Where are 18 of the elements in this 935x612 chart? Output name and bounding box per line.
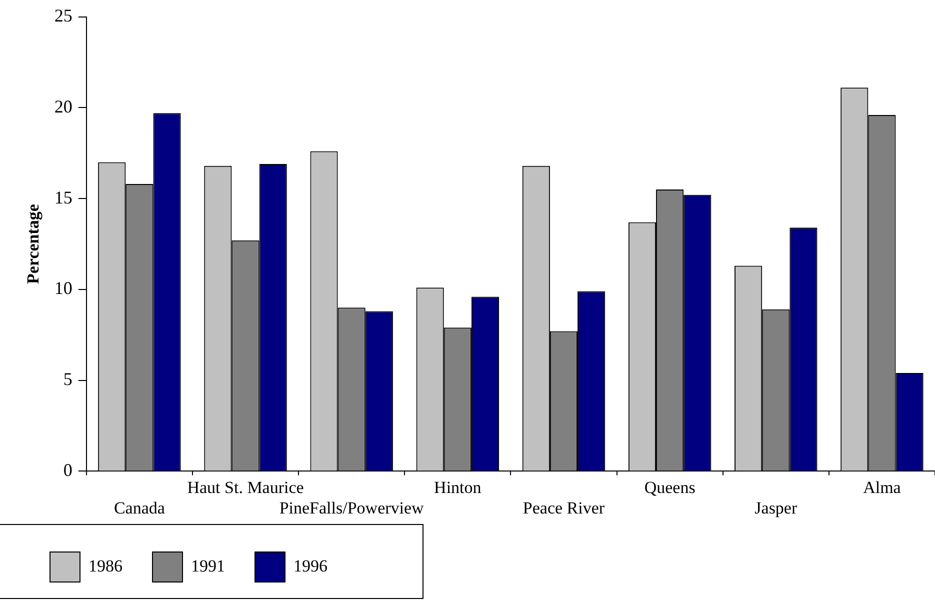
- legend-label: 1991: [191, 556, 225, 576]
- x-tick-label: Canada: [114, 498, 166, 518]
- y-tick-label: 5: [63, 369, 72, 390]
- y-tick-label: 0: [63, 460, 72, 480]
- x-tick-label: Haut St. Maurice: [187, 478, 304, 497]
- legend-label: 1986: [88, 556, 122, 576]
- y-axis-title: Percentage: [24, 204, 43, 284]
- x-tick-label: PineFalls/Powerview: [279, 498, 425, 518]
- x-tick-label: Peace River: [522, 498, 605, 518]
- x-tick-label: Hinton: [434, 478, 482, 497]
- x-tick-label: Jasper: [754, 498, 798, 518]
- y-tick-label: 10: [54, 278, 72, 298]
- x-tick-label: Queens: [644, 478, 696, 497]
- y-tick-label: 25: [54, 6, 72, 26]
- y-tick-label: 15: [54, 187, 72, 208]
- y-tick-label: 20: [54, 96, 72, 116]
- legend-label: 1996: [294, 556, 328, 576]
- x-tick-label: Alma: [863, 478, 902, 497]
